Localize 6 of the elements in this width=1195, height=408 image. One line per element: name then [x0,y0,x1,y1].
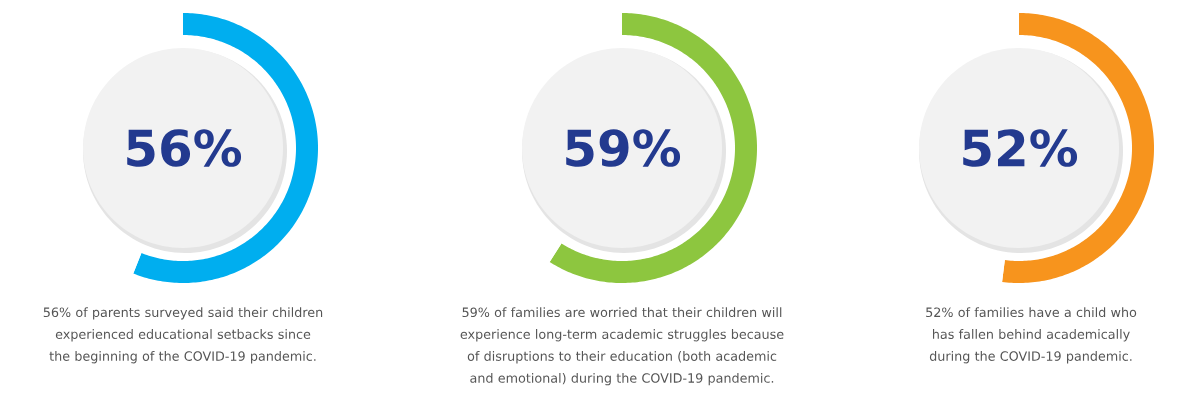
data-label: 52% [963,129,1078,167]
data-label: 56% [127,129,242,167]
data-label: 59% [566,129,681,167]
text: 52% of families have a child who has fallen behind academically during the COVID-19 pandemic. [926,307,1137,364]
text: 59% of families are worried that their children will experience long-term academic struggles because of disruptions to their education (both academic and emotional) during the COVID-19 pandemic. [460,307,784,386]
text: 56% of parents surveyed said their children experienced educational setbacks since the beginning of the COVID-19 pandemic. [43,307,323,364]
